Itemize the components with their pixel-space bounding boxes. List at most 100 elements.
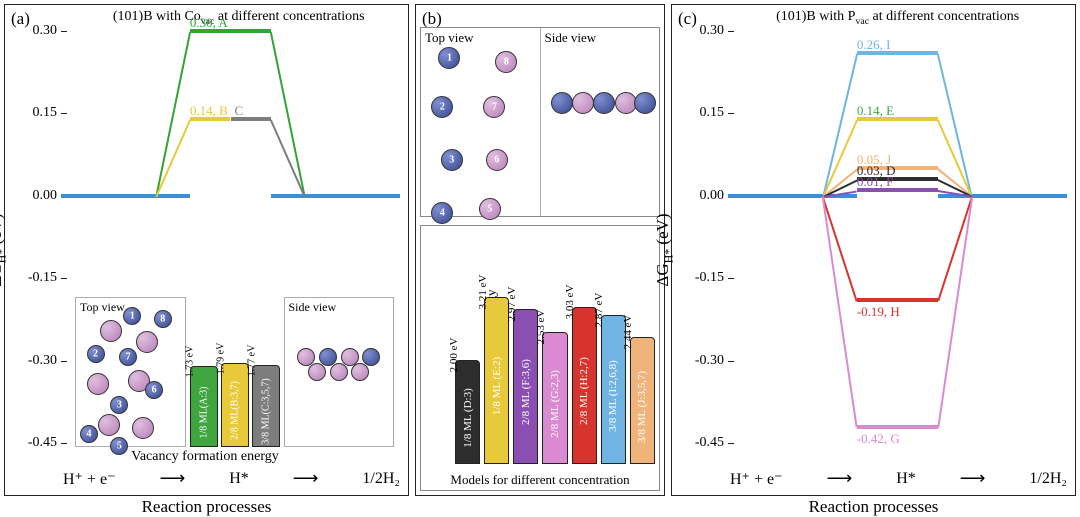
step-label: -0.19, H bbox=[857, 304, 900, 320]
atom: 7 bbox=[119, 348, 137, 366]
panel-a-corner: (a) bbox=[11, 9, 30, 29]
bar: 3/8 ML (J:3,5,7)2.44 eV bbox=[630, 337, 655, 464]
step-label: 0.30, A bbox=[190, 15, 228, 31]
bar-label: 1/8 ML (E:2) bbox=[491, 357, 503, 415]
bar-label: 3/8 ML (J:3,5,7) bbox=[636, 370, 648, 442]
ytick: -0.30 bbox=[695, 353, 728, 369]
conn bbox=[155, 119, 190, 196]
bar-label: 1/8 ML (D:3) bbox=[462, 388, 474, 447]
arrow-icon: ⟶ bbox=[293, 468, 319, 489]
atom bbox=[100, 320, 122, 342]
inset-bar: 2/8 ML(B:3,7)1.79 eV bbox=[221, 363, 249, 447]
atom bbox=[87, 373, 109, 395]
bar-value: 2.97 eV bbox=[506, 286, 518, 321]
conn bbox=[270, 32, 305, 197]
arrow-icon: ⟶ bbox=[960, 468, 986, 489]
panel-b-bottom: Vacancy formation energy 1/8 ML (D:3)2.0… bbox=[420, 225, 660, 491]
conn bbox=[822, 119, 857, 196]
atom bbox=[98, 414, 120, 436]
ytick: -0.15 bbox=[28, 270, 61, 286]
step-5 bbox=[857, 298, 938, 302]
bar: 1/8 ML (E:2)3.21 eV bbox=[484, 297, 509, 464]
step-label: 0.01, F bbox=[857, 174, 893, 190]
bar-label: 2/8 ML (F:3,6) bbox=[520, 359, 532, 425]
ytick: -0.45 bbox=[695, 435, 728, 451]
panel-c-corner: (c) bbox=[678, 9, 697, 29]
bar-label: 3/8 ML (I:2,6,8) bbox=[607, 360, 619, 432]
bar-value: 2.53 eV bbox=[535, 310, 547, 345]
bar-value: 3.21 eV bbox=[477, 275, 489, 310]
step-label: 0.26, I bbox=[857, 37, 891, 53]
atom bbox=[330, 363, 348, 381]
inset-bar: 1/8 ML(A:3)1.73 eV bbox=[190, 366, 218, 447]
panel-c: (c) (101)B with Pvac at different concen… bbox=[671, 4, 1076, 496]
conn bbox=[270, 119, 305, 196]
step-label: -0.42, G bbox=[857, 431, 900, 447]
atom: 8 bbox=[495, 51, 517, 73]
panel-b-xlabel: Models for different concentration bbox=[450, 472, 629, 488]
panel-b-bars: 1/8 ML (D:3)2.00 eV1/8 ML (E:2)3.21 eV2/… bbox=[455, 232, 655, 464]
atom: 3 bbox=[110, 396, 128, 414]
atom bbox=[551, 92, 573, 114]
panel-a-ylabel: ΔGH* (eV) bbox=[0, 213, 9, 286]
panel-a-title: (101)B with Covac at different concentra… bbox=[113, 9, 365, 27]
atom bbox=[634, 92, 656, 114]
conn bbox=[937, 196, 972, 427]
atom: 4 bbox=[431, 202, 453, 224]
rxn-a-1: H⁺ + e⁻ bbox=[63, 469, 116, 489]
atom: 3 bbox=[441, 149, 463, 171]
inset-bar: 3/8 ML(C:3,5,7)1.77 eV bbox=[252, 365, 280, 448]
ytick: -0.45 bbox=[28, 435, 61, 451]
ytick: -0.15 bbox=[695, 270, 728, 286]
panel-a-xlabel: Reaction processes bbox=[142, 497, 272, 517]
atom bbox=[593, 92, 615, 114]
atom: 2 bbox=[87, 345, 105, 363]
atom: 8 bbox=[154, 310, 172, 328]
atom: 1 bbox=[438, 47, 460, 69]
inset-a-bars: 1/8 ML(A:3)1.73 eV2/8 ML(B:3,7)1.79 eV3/… bbox=[190, 297, 280, 447]
rxn-a-3: 1/2H₂ bbox=[362, 470, 400, 488]
panel-c-xlabel: Reaction processes bbox=[809, 497, 939, 517]
conn bbox=[155, 32, 190, 197]
rxn-a-2: H* bbox=[229, 470, 249, 488]
ytick: 0.15 bbox=[700, 105, 729, 121]
ytick: 0.15 bbox=[33, 105, 62, 121]
ytick: 0.00 bbox=[700, 188, 729, 204]
step-6 bbox=[857, 425, 938, 429]
ytick: 0.30 bbox=[33, 23, 62, 39]
atom: 5 bbox=[110, 437, 128, 455]
bar-label: 2/8 ML (H:2,7) bbox=[578, 358, 590, 426]
panel-a-reaction: H⁺ + e⁻ ⟶ H* ⟶ 1/2H₂ bbox=[63, 468, 400, 489]
bar-value: 2.44 eV bbox=[622, 315, 634, 350]
panel-b-corner: (b) bbox=[422, 9, 442, 29]
panel-c-reaction: H⁺ + e⁻ ⟶ H* ⟶ 1/2H₂ bbox=[730, 468, 1067, 489]
rxn-c-3: 1/2H₂ bbox=[1029, 470, 1067, 488]
step-label: 0.14, E bbox=[857, 103, 894, 119]
inset-a-cap: Vacancy formation energy bbox=[131, 449, 278, 465]
atom: 5 bbox=[479, 198, 501, 220]
b-side-view: Side view bbox=[541, 28, 660, 216]
atom: 1 bbox=[123, 307, 141, 325]
panel-c-plot: -0.45-0.30-0.150.000.150.300.26, I0.14, … bbox=[728, 31, 1067, 443]
conn bbox=[937, 196, 972, 301]
atom: 2 bbox=[431, 96, 453, 118]
ytick: 0.00 bbox=[33, 188, 62, 204]
atom: 6 bbox=[486, 149, 508, 171]
bar-value: 3.03 eV bbox=[564, 285, 576, 320]
base-r bbox=[271, 194, 400, 198]
step-label: C bbox=[235, 103, 244, 119]
bar-value: 2.87 eV bbox=[593, 293, 605, 328]
conn bbox=[822, 54, 857, 197]
atom bbox=[136, 331, 158, 353]
arrow-icon: ⟶ bbox=[826, 468, 852, 489]
atom bbox=[572, 92, 594, 114]
atom: 6 bbox=[145, 381, 163, 399]
base-l bbox=[61, 194, 190, 198]
panel-a-inset: Top view 18273645 1/8 ML(A:3)1.73 eV2/8 … bbox=[75, 297, 398, 447]
inset-a-top: Top view 18273645 bbox=[75, 297, 186, 447]
step-label: 0.14, B bbox=[190, 103, 228, 119]
rxn-c-1: H⁺ + e⁻ bbox=[730, 469, 783, 489]
atom bbox=[132, 417, 154, 439]
panel-b: (b) Top view 18273645 Side view Vacancy … bbox=[415, 4, 665, 496]
inset-a-side: Side view bbox=[284, 297, 395, 447]
